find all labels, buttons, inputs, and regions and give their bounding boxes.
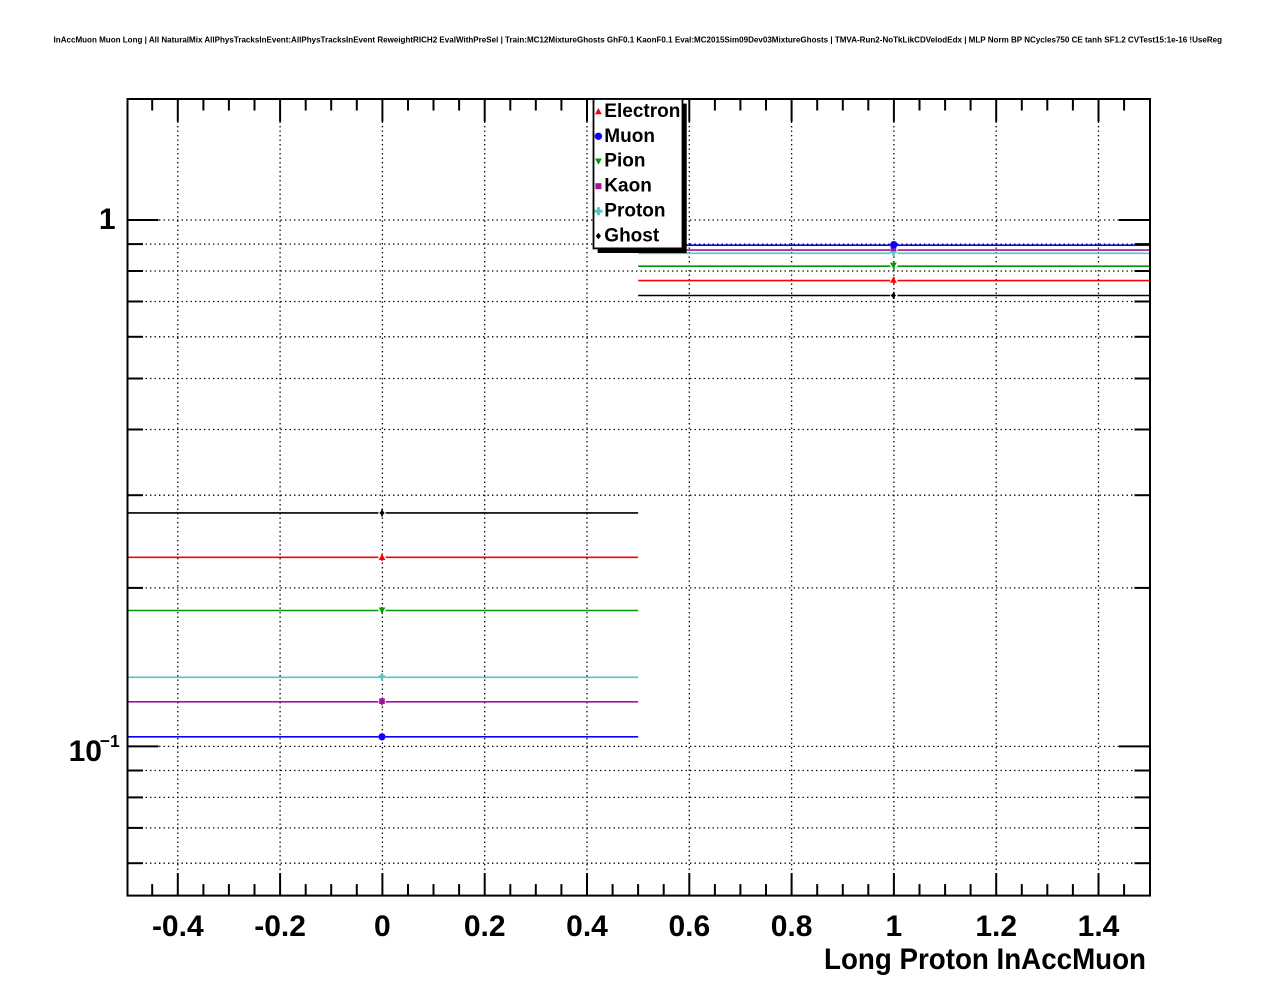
svg-text:Ghost: Ghost (604, 225, 660, 246)
svg-text:-0.4: -0.4 (152, 910, 204, 943)
svg-text:1: 1 (99, 203, 116, 236)
svg-text:10: 10 (69, 735, 102, 768)
svg-text:0.6: 0.6 (668, 910, 710, 943)
svg-text:0: 0 (374, 910, 391, 943)
svg-text:0.8: 0.8 (771, 910, 813, 943)
svg-text:1: 1 (886, 910, 903, 943)
svg-text:0.4: 0.4 (566, 910, 608, 943)
svg-text:1.2: 1.2 (975, 910, 1017, 943)
svg-text:Pion: Pion (604, 151, 645, 172)
svg-text:1.4: 1.4 (1078, 910, 1120, 943)
svg-text:0.2: 0.2 (464, 910, 506, 943)
svg-text:Long Proton InAccMuon: Long Proton InAccMuon (824, 943, 1146, 976)
svg-text:−1: −1 (100, 731, 120, 751)
svg-text:-0.2: -0.2 (254, 910, 306, 943)
svg-text:InAccMuon Muon Long | All Natu: InAccMuon Muon Long | All NaturalMix All… (54, 36, 1223, 45)
svg-text:Electron: Electron (604, 101, 680, 122)
svg-text:Proton: Proton (604, 201, 665, 222)
svg-text:Muon: Muon (604, 126, 655, 147)
svg-text:Kaon: Kaon (604, 176, 652, 197)
